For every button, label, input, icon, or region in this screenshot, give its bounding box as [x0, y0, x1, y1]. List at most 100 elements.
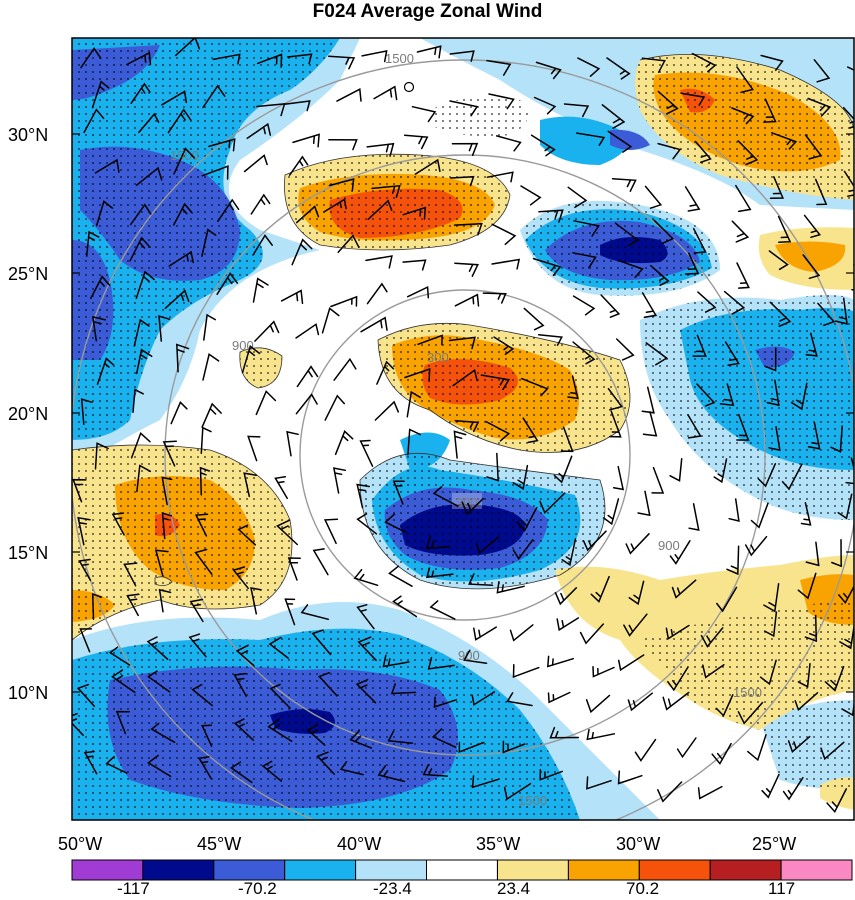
wind-barb-89 — [453, 222, 483, 236]
wind-barb-173 — [607, 387, 623, 411]
wind-barb-331 — [506, 692, 533, 707]
wind-barb-329 — [433, 696, 458, 708]
wind-barbs — [72, 38, 854, 814]
range-ring-labels: 300 300 900 900 900 1500 1500 1500 1500 — [170, 51, 762, 808]
wind-barb-116 — [736, 262, 750, 289]
wind-barb-61 — [135, 166, 163, 186]
wind-barb-66 — [328, 178, 355, 192]
wind-barb-272 — [554, 587, 578, 606]
lon-labels: 50°W 45°W 40°W 35°W 30°W 25°W — [58, 834, 796, 854]
wind-barb-79 — [843, 170, 854, 197]
wind-barb-138 — [817, 302, 836, 327]
wind-barb-301 — [108, 646, 131, 666]
wind-barb-29 — [449, 100, 479, 117]
wind-barb-32 — [563, 103, 590, 118]
wind-barb-86 — [323, 198, 347, 213]
wind-barb-166 — [333, 357, 357, 381]
wind-barb-133 — [600, 294, 621, 318]
wind-barb-113 — [618, 259, 644, 279]
wind-barb-317 — [759, 659, 777, 686]
wind-barb-6 — [327, 55, 356, 70]
wind-barb-306 — [311, 629, 332, 656]
colorbar-label-1: -70.2 — [238, 879, 277, 898]
wind-barb-371 — [503, 782, 532, 801]
wind-barb-139 — [834, 297, 848, 325]
wind-barb-55 — [694, 140, 712, 164]
wind-barb-174 — [641, 386, 655, 414]
wind-barb-366 — [316, 751, 335, 775]
ring-label-300-b: 300 — [427, 350, 449, 365]
wind-barb-372 — [539, 769, 563, 781]
colorbar-label-0: -117 — [117, 879, 150, 898]
wind-barb-276 — [716, 586, 738, 613]
colorbar-label-3: 23.4 — [497, 879, 530, 898]
wind-barb-340 — [72, 712, 84, 736]
ring-label-900-b: 900 — [658, 538, 680, 553]
wind-barb-288 — [392, 595, 418, 618]
wind-barb-47 — [366, 142, 395, 157]
wind-barb-259 — [831, 539, 842, 568]
wind-barb-254 — [625, 533, 650, 555]
wind-barb-18 — [813, 59, 831, 83]
wind-barb-90 — [491, 223, 517, 246]
wind-barb-169 — [452, 368, 478, 387]
wind-barb-153 — [615, 338, 635, 361]
wind-barb-137 — [769, 301, 792, 328]
wind-barb-114 — [650, 264, 670, 287]
wind-barb-257 — [744, 535, 768, 557]
wind-barb-126 — [330, 295, 358, 308]
wind-barb-148 — [417, 334, 443, 346]
wind-barb-48 — [403, 134, 429, 150]
wind-barb-11 — [535, 61, 562, 80]
wind-barb-190 — [485, 420, 511, 442]
wind-barb-348 — [387, 730, 414, 744]
wind-barb-242 — [161, 512, 173, 540]
wind-barb-182 — [170, 400, 188, 425]
wind-barb-27 — [373, 85, 398, 101]
wind-barb-75 — [684, 186, 701, 212]
wind-barb-324 — [233, 672, 248, 698]
wind-barb-147 — [360, 316, 388, 333]
wind-barb-258 — [805, 541, 820, 567]
wind-barb-189 — [454, 419, 480, 433]
wind-barb-212 — [553, 455, 573, 484]
wind-barb-287 — [356, 604, 375, 630]
wind-barb-191 — [522, 417, 539, 444]
wind-barb-95 — [692, 227, 707, 254]
wind-barb-143 — [203, 313, 217, 341]
ring-label-1500: 1500 — [385, 51, 414, 66]
wind-barb-302 — [146, 636, 169, 661]
wind-barb-58 — [804, 134, 823, 160]
wind-barb-24 — [256, 103, 286, 117]
wind-barb-108 — [402, 259, 427, 271]
wind-barb-231 — [516, 506, 538, 532]
wind-barb-162 — [175, 343, 190, 373]
wind-barb-368 — [377, 765, 406, 783]
wind-barb-330 — [471, 691, 496, 706]
wind-barb-298 — [804, 614, 818, 643]
wind-barb-230 — [461, 497, 484, 516]
wind-barb-202 — [162, 440, 177, 467]
wind-barb-36 — [731, 107, 755, 125]
wind-barb-281 — [126, 593, 140, 617]
wind-barb-363 — [197, 756, 212, 780]
wind-barb-289 — [429, 600, 456, 620]
wind-barb-2 — [174, 38, 201, 57]
wind-barb-81 — [129, 203, 152, 226]
wind-barb-265 — [287, 557, 301, 581]
wind-barb-273 — [590, 575, 610, 603]
wind-barb-277 — [763, 583, 780, 613]
wind-barb-103 — [201, 228, 217, 257]
wind-barb-332 — [547, 691, 571, 704]
wind-barb-49 — [451, 142, 479, 157]
wind-barb-42 — [167, 108, 192, 134]
wind-barb-235 — [688, 503, 700, 531]
wind-barb-130 — [482, 292, 507, 304]
wind-barb-154 — [645, 342, 668, 366]
wind-barb-72 — [567, 186, 588, 209]
wind-barb-229 — [432, 485, 459, 507]
wind-barb-17 — [760, 54, 784, 72]
wind-barb-131 — [523, 307, 545, 331]
wind-barb-181 — [132, 388, 144, 413]
lon-label-40w: 40°W — [337, 834, 381, 854]
